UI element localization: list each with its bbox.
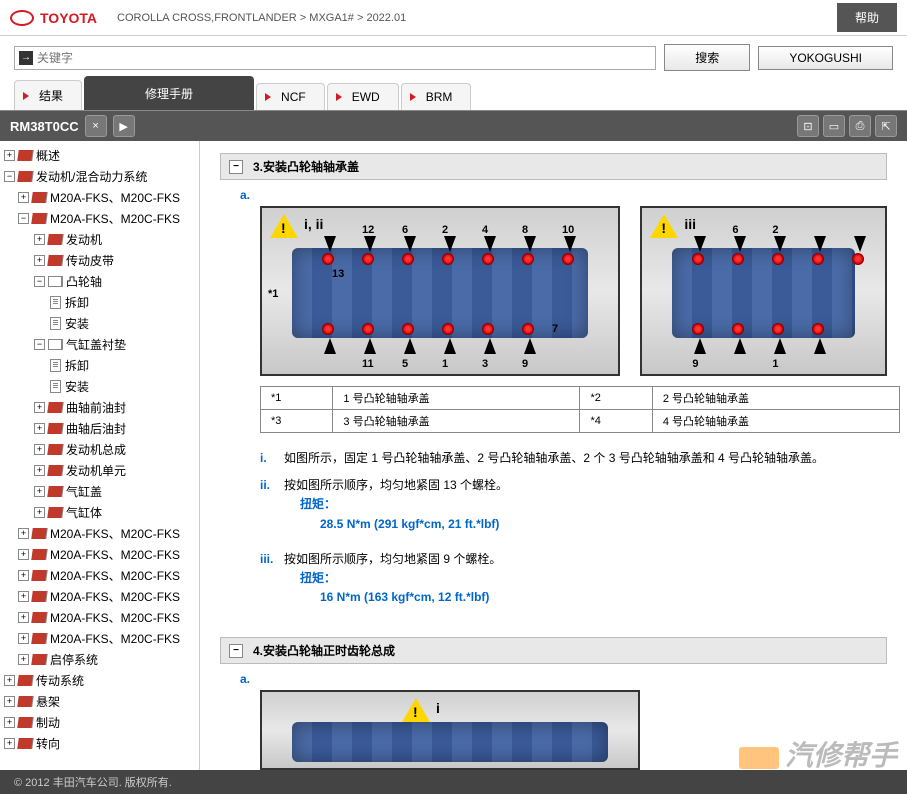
- section-header[interactable]: − 3.安装凸轮轴轴承盖: [220, 153, 887, 180]
- step-label: a.: [240, 188, 887, 202]
- tool-icon-3[interactable]: ⇱: [875, 115, 897, 137]
- tree-leaf[interactable]: 安装: [0, 376, 199, 397]
- tree-node[interactable]: +发动机单元: [0, 460, 199, 481]
- section-title: 3.安装凸轮轴轴承盖: [253, 158, 359, 175]
- tree-node[interactable]: +制动: [0, 712, 199, 733]
- user-button[interactable]: YOKOGUSHI: [758, 46, 893, 70]
- search-input[interactable]: [37, 51, 651, 65]
- sidebar-tree: +概述 −发动机/混合动力系统 +M20A-FKS、M20C-FKS −M20A…: [0, 141, 200, 773]
- tree-node[interactable]: +气缸盖: [0, 481, 199, 502]
- search-button[interactable]: 搜索: [664, 44, 750, 71]
- tree-node[interactable]: −M20A-FKS、M20C-FKS: [0, 208, 199, 229]
- help-button[interactable]: 帮助: [837, 3, 897, 32]
- toyota-icon: [10, 10, 34, 26]
- copyright: © 2012 丰田汽车公司. 版权所有.: [14, 777, 172, 789]
- tab-manual[interactable]: 修理手册: [84, 76, 254, 110]
- tree-node[interactable]: −发动机/混合动力系统: [0, 166, 199, 187]
- brand-logo: TOYOTA: [10, 10, 97, 26]
- tab-ncf[interactable]: NCF: [256, 83, 325, 110]
- tree-node[interactable]: −气缸盖衬垫: [0, 334, 199, 355]
- tree-node[interactable]: +转向: [0, 733, 199, 754]
- warning-icon: [270, 214, 298, 238]
- tree-node[interactable]: +M20A-FKS、M20C-FKS: [0, 565, 199, 586]
- diagram-label: iii: [684, 216, 696, 232]
- footer: © 2012 丰田汽车公司. 版权所有.: [0, 770, 907, 794]
- diagram-3: i: [260, 690, 640, 770]
- collapse-icon[interactable]: −: [229, 644, 243, 658]
- step-text: 如图所示，固定 1 号凸轮轴轴承盖、2 号凸轮轴轴承盖、2 个 3 号凸轮轴轴承…: [284, 451, 824, 465]
- doc-id: RM38T0CC: [10, 119, 79, 134]
- tree-node[interactable]: +曲轴后油封: [0, 418, 199, 439]
- tab-results[interactable]: 结果: [14, 80, 82, 110]
- tree-node[interactable]: +曲轴前油封: [0, 397, 199, 418]
- breadcrumb[interactable]: COROLLA CROSS,FRONTLANDER > MXGA1# > 202…: [117, 12, 406, 24]
- tree-leaf[interactable]: 安装: [0, 313, 199, 334]
- arrow-icon: →: [19, 51, 33, 65]
- diagram-label: i: [436, 700, 440, 716]
- tree-node[interactable]: +M20A-FKS、M20C-FKS: [0, 586, 199, 607]
- tree-node[interactable]: +传动皮带: [0, 250, 199, 271]
- legend-table: *11 号凸轮轴轴承盖*22 号凸轮轴轴承盖 *33 号凸轮轴轴承盖*44 号凸…: [260, 386, 900, 433]
- close-icon[interactable]: ×: [85, 115, 107, 137]
- collapse-icon[interactable]: −: [229, 160, 243, 174]
- tree-node[interactable]: +概述: [0, 145, 199, 166]
- diagram-label: i, ii: [304, 216, 323, 232]
- diagram-1: i, ii *1 12 6: [260, 206, 620, 376]
- section-title: 4.安装凸轮轴正时齿轮总成: [253, 642, 395, 659]
- tree-node[interactable]: +悬架: [0, 691, 199, 712]
- tree-node[interactable]: +气缸体: [0, 502, 199, 523]
- tab-ewd[interactable]: EWD: [327, 83, 399, 110]
- tool-icon-1[interactable]: ⊡: [797, 115, 819, 137]
- step-label: a.: [240, 672, 887, 686]
- tree-node[interactable]: +发动机总成: [0, 439, 199, 460]
- step-text: 按如图所示顺序，均匀地紧固 13 个螺栓。: [284, 478, 508, 492]
- tool-icon-2[interactable]: ▭: [823, 115, 845, 137]
- tree-node[interactable]: −凸轮轴: [0, 271, 199, 292]
- print-icon[interactable]: ⎙: [849, 115, 871, 137]
- tree-node[interactable]: +启停系统: [0, 649, 199, 670]
- tree-node[interactable]: +M20A-FKS、M20C-FKS: [0, 523, 199, 544]
- warning-icon: [650, 214, 678, 238]
- tree-node[interactable]: +传动系统: [0, 670, 199, 691]
- warning-icon: [402, 698, 430, 722]
- search-input-wrap: →: [14, 46, 656, 70]
- tree-node[interactable]: +发动机: [0, 229, 199, 250]
- tree-node[interactable]: +M20A-FKS、M20C-FKS: [0, 544, 199, 565]
- tree-node[interactable]: +M20A-FKS、M20C-FKS: [0, 628, 199, 649]
- step-text: 按如图所示顺序，均匀地紧固 9 个螺栓。: [284, 552, 501, 566]
- tree-node[interactable]: +M20A-FKS、M20C-FKS: [0, 187, 199, 208]
- tree-leaf[interactable]: 拆卸: [0, 355, 199, 376]
- tab-brm[interactable]: BRM: [401, 83, 472, 110]
- content-pane: − 3.安装凸轮轴轴承盖 a. i, ii *1: [200, 141, 907, 773]
- tree-node[interactable]: +M20A-FKS、M20C-FKS: [0, 607, 199, 628]
- section-header[interactable]: − 4.安装凸轮轴正时齿轮总成: [220, 637, 887, 664]
- diagram-2: iii 6 2 9 1: [640, 206, 887, 376]
- tree-leaf[interactable]: 拆卸: [0, 292, 199, 313]
- brand-text: TOYOTA: [40, 10, 97, 26]
- play-icon[interactable]: ▶: [113, 115, 135, 137]
